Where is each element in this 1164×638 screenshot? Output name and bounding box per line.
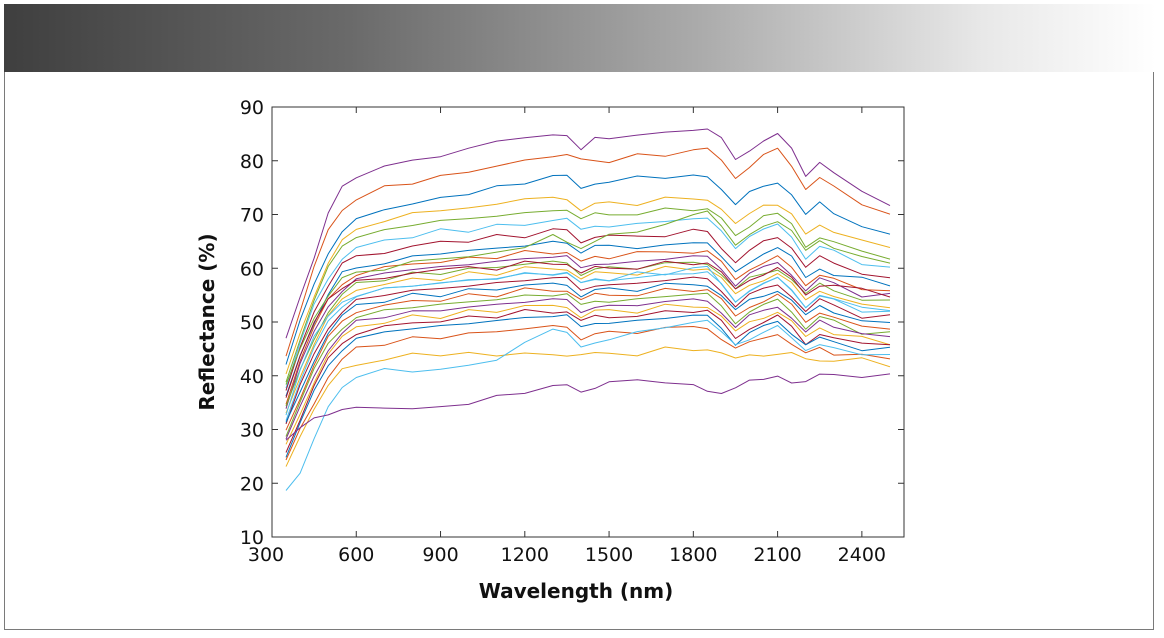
series-line-1 bbox=[285, 128, 891, 339]
plot-area-border bbox=[271, 106, 905, 538]
y-tick-label: 10 bbox=[240, 527, 264, 549]
series-line-8 bbox=[285, 240, 891, 397]
series-line-23 bbox=[285, 346, 891, 467]
x-tick-label: 2100 bbox=[753, 544, 801, 566]
series-line-11 bbox=[285, 260, 891, 407]
series-line-14 bbox=[285, 276, 891, 425]
y-tick-label: 50 bbox=[240, 312, 264, 334]
x-tick-label: 1200 bbox=[501, 544, 549, 566]
series-line-20 bbox=[285, 309, 891, 453]
x-axis-title: Wavelength (nm) bbox=[479, 579, 674, 603]
x-axis: 300 600 900 1200 1500 1800 2100 2400 bbox=[248, 107, 886, 566]
y-tick-label: 20 bbox=[240, 473, 264, 495]
series-line-28 bbox=[285, 265, 891, 416]
series-line-25 bbox=[285, 373, 891, 441]
series-line-21 bbox=[285, 314, 891, 458]
series-line-2 bbox=[285, 147, 891, 357]
x-tick-label: 300 bbox=[248, 544, 284, 566]
x-tick-label: 900 bbox=[422, 544, 458, 566]
series-line-24 bbox=[285, 319, 891, 491]
y-tick-label: 70 bbox=[240, 205, 264, 227]
series-line-12 bbox=[285, 265, 891, 414]
series-line-10 bbox=[285, 255, 891, 409]
series-line-22 bbox=[285, 325, 891, 461]
y-tick-label: 60 bbox=[240, 258, 264, 280]
series-line-4 bbox=[285, 196, 891, 375]
series-line-16 bbox=[285, 287, 891, 431]
series-line-26 bbox=[285, 210, 891, 385]
y-tick-label: 30 bbox=[240, 420, 264, 442]
x-tick-label: 1800 bbox=[669, 544, 717, 566]
series-line-7 bbox=[285, 228, 891, 391]
x-tick-label: 2400 bbox=[838, 544, 886, 566]
series-line-6 bbox=[285, 217, 891, 389]
y-axis: 10 20 30 40 50 60 70 80 90 bbox=[240, 97, 904, 549]
series-line-9 bbox=[285, 250, 891, 405]
series-line-15 bbox=[285, 282, 891, 423]
series-line-27 bbox=[285, 260, 891, 398]
y-tick-label: 90 bbox=[240, 97, 264, 119]
y-tick-label: 40 bbox=[240, 366, 264, 388]
series-line-3 bbox=[285, 174, 891, 365]
series-line-17 bbox=[285, 292, 891, 437]
series-layer bbox=[285, 128, 891, 491]
header-gradient-bar bbox=[4, 4, 1156, 72]
y-axis-title: Reflectance (%) bbox=[195, 233, 219, 410]
series-line-19 bbox=[285, 303, 891, 445]
y-tick-label: 80 bbox=[240, 151, 264, 173]
series-line-18 bbox=[285, 298, 891, 440]
series-line-5 bbox=[285, 207, 891, 383]
x-tick-label: 600 bbox=[338, 544, 374, 566]
x-tick-label: 1500 bbox=[585, 544, 633, 566]
